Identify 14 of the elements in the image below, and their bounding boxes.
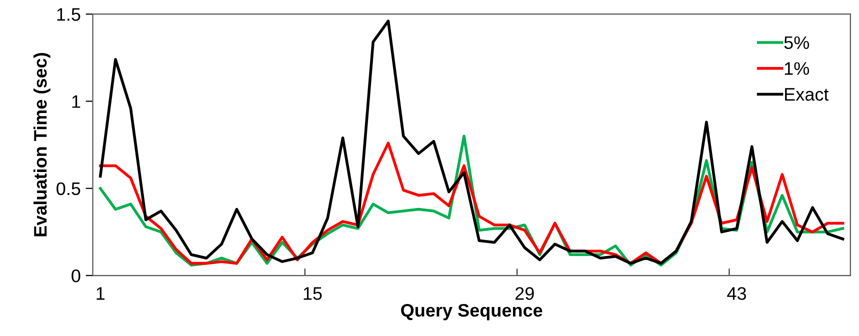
x-tick-label: 15: [304, 287, 322, 300]
y-tick-label: 1.5: [57, 8, 80, 21]
x-tick-label: 29: [515, 287, 534, 300]
x-tick-label: 43: [727, 287, 746, 300]
y-tick-label: 0.5: [56, 182, 80, 196]
x-tick-label: 1: [96, 287, 104, 300]
y-tick-label: 0: [72, 269, 80, 282]
legend-label: 1%: [784, 62, 810, 75]
legend-label: 5%: [784, 36, 810, 50]
x-axis-title: Query Sequence: [401, 304, 542, 320]
y-axis-title: Evaluation Time (sec): [33, 53, 50, 236]
line-series: [98, 20, 844, 265]
legend-label: Exact: [785, 88, 829, 101]
y-tick-label: 1: [72, 95, 80, 108]
